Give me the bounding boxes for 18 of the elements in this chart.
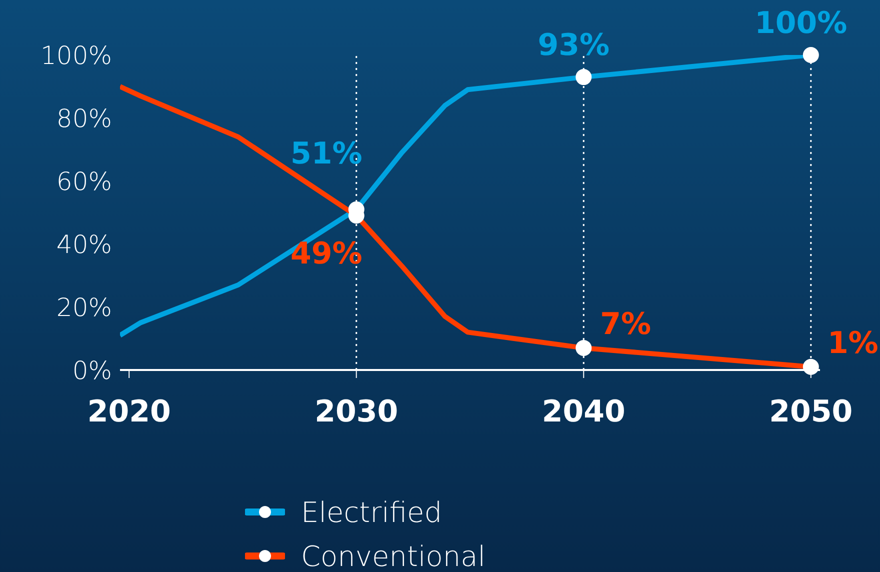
data-label: 100% bbox=[754, 6, 848, 41]
legend-label: Conventional bbox=[301, 540, 486, 572]
data-label: 49% bbox=[290, 236, 362, 272]
x-tick-label: 2050 bbox=[769, 394, 853, 430]
y-tick-label: 60% bbox=[56, 166, 112, 196]
y-tick-label: 40% bbox=[56, 230, 112, 259]
y-tick-label: 100% bbox=[40, 40, 112, 70]
data-label: 1% bbox=[827, 326, 878, 361]
data-label: 7% bbox=[600, 306, 652, 342]
data-label: 93% bbox=[538, 28, 610, 64]
y-tick-label: 20% bbox=[56, 292, 112, 322]
legend-label: Electrified bbox=[301, 496, 442, 528]
data-label: 51% bbox=[290, 136, 362, 172]
x-tick-label: 2040 bbox=[542, 394, 626, 430]
y-tick-label: 80% bbox=[56, 104, 112, 133]
x-tick-label: 2020 bbox=[87, 394, 171, 430]
x-tick-label: 2030 bbox=[314, 394, 398, 430]
y-tick-label: 0% bbox=[72, 356, 112, 385]
